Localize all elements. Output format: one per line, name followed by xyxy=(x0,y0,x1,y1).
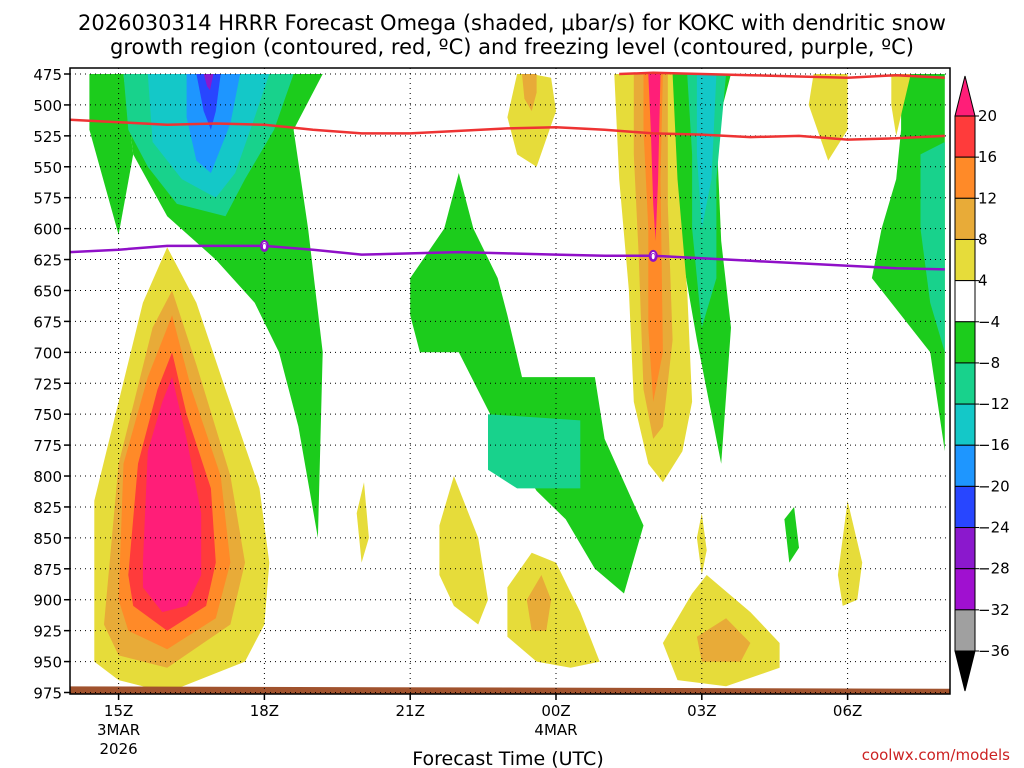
x-tick-year-15Z: 2026 xyxy=(100,740,138,758)
y-tick-label-900: 900 xyxy=(33,592,62,610)
omega-region-n20-5 xyxy=(196,74,221,130)
colorbar-label-10: −24 xyxy=(978,519,1010,537)
y-tick-label-975: 975 xyxy=(33,685,62,703)
y-tick-label-700: 700 xyxy=(33,344,62,362)
colorbar-label-1: 16 xyxy=(978,148,997,166)
y-tick-label-750: 750 xyxy=(33,406,62,424)
colorbar-segment-7 xyxy=(954,403,976,446)
x-tick-label-06Z: 06Z xyxy=(833,702,862,720)
x-tick-label-18Z: 18Z xyxy=(250,702,279,720)
x-tick-date-00Z: 4MAR xyxy=(534,721,577,739)
omega-region-p4-30 xyxy=(507,552,600,668)
omega-region-p4-32 xyxy=(439,476,488,625)
freezing-label-text-1: 0 xyxy=(650,252,656,263)
colorbar-label-2: 12 xyxy=(978,189,997,207)
colorbar-label-7: −12 xyxy=(978,395,1010,413)
omega-region-n8-8 xyxy=(488,414,581,489)
contour-lines: 00 xyxy=(70,71,945,271)
omega-region-n4-0 xyxy=(89,74,134,235)
y-axis-ticks: 475 500 525 550 575 600 625 650 675 700 725 750 775 8… xyxy=(33,66,70,703)
colorbar-label-11: −28 xyxy=(978,560,1010,578)
colorbar-segment-5 xyxy=(954,321,976,364)
omega-region-n12-11 xyxy=(696,74,717,229)
omega-region-p4-27 xyxy=(891,74,911,136)
y-tick-label-550: 550 xyxy=(33,159,62,177)
colorbar-segment-8 xyxy=(954,444,976,487)
colorbar-segment-4 xyxy=(954,280,976,323)
dendritic-growth-top-contour-line xyxy=(619,71,945,79)
chart-title-line-2: growth region (contoured, red, ºC) and f… xyxy=(110,35,914,59)
y-tick-label-850: 850 xyxy=(33,530,62,548)
colorbar-label-4: 4 xyxy=(978,272,988,290)
x-tick-label-03Z: 03Z xyxy=(687,702,716,720)
y-tick-label-600: 600 xyxy=(33,221,62,239)
colorbar-label-13: −36 xyxy=(978,642,1010,660)
x-tick-label-21Z: 21Z xyxy=(396,702,425,720)
freezing-label-marker-1 xyxy=(648,249,658,262)
y-tick-label-650: 650 xyxy=(33,282,62,300)
freezing-level-contour-line xyxy=(70,244,945,271)
freezing-label-marker-0 xyxy=(259,239,269,252)
colorbar-segment-0 xyxy=(954,115,976,158)
colorbar-segment-3 xyxy=(954,238,976,282)
colorbar-label-6: −8 xyxy=(978,354,1000,372)
x-tick-date-15Z: 3MAR xyxy=(97,721,140,739)
colorbar-segment-2 xyxy=(954,197,976,240)
y-tick-label-825: 825 xyxy=(33,499,62,517)
omega-region-n24-6 xyxy=(203,74,214,91)
omega-region-p20-19 xyxy=(142,377,202,613)
omega-region-p4-35 xyxy=(837,500,863,606)
colorbar-label-5: −4 xyxy=(978,313,1000,331)
x-axis-label: Forecast Time (UTC) xyxy=(412,748,603,768)
omega-region-p8-29 xyxy=(696,618,751,662)
dendritic-growth-contour-line xyxy=(70,118,945,141)
omega-region-p4-20 xyxy=(507,74,556,167)
colorbar-segment-1 xyxy=(954,156,976,199)
colorbar-label-12: −32 xyxy=(978,601,1010,619)
colorbar-segment-6 xyxy=(954,362,976,405)
omega-region-n4-7 xyxy=(410,173,644,594)
colorbar-top-triangle xyxy=(954,75,976,117)
credit-text: coolwx.com/models xyxy=(862,746,1010,764)
omega-region-p4-33 xyxy=(356,482,369,563)
y-tick-label-475: 475 xyxy=(33,66,62,84)
omega-region-p20-25 xyxy=(648,74,661,241)
y-tick-label-875: 875 xyxy=(33,561,62,579)
plot-frame xyxy=(69,67,951,695)
colorbar-label-8: −16 xyxy=(978,436,1010,454)
y-tick-label-525: 525 xyxy=(33,128,62,146)
omega-region-n4-14 xyxy=(784,507,799,563)
x-tick-label-00Z: 00Z xyxy=(541,702,570,720)
colorbar-label-0: 20 xyxy=(978,107,997,125)
freezing-label-text-0: 0 xyxy=(261,242,267,253)
y-tick-label-575: 575 xyxy=(33,190,62,208)
colorbar-segment-11 xyxy=(954,568,976,611)
colorbar-label-9: −20 xyxy=(978,477,1010,495)
y-tick-label-775: 775 xyxy=(33,437,62,455)
y-tick-label-800: 800 xyxy=(33,468,62,486)
colorbar-segment-10 xyxy=(954,527,976,570)
y-tick-label-725: 725 xyxy=(33,375,62,393)
y-tick-label-625: 625 xyxy=(33,252,62,270)
y-tick-label-500: 500 xyxy=(33,97,62,115)
omega-region-p8-31 xyxy=(526,575,552,631)
colorbar-label-3: 8 xyxy=(978,230,988,248)
colorbar-bottom-triangle xyxy=(954,650,976,692)
colorbar-segment-9 xyxy=(954,485,976,529)
omega-region-p4-34 xyxy=(696,513,707,575)
omega-region-p8-21 xyxy=(522,74,537,112)
y-tick-label-950: 950 xyxy=(33,654,62,672)
x-tick-label-15Z: 15Z xyxy=(104,702,133,720)
omega-region-n8-13 xyxy=(920,142,945,353)
y-tick-label-925: 925 xyxy=(33,623,62,641)
dotted-gridlines xyxy=(70,68,950,694)
y-tick-label-675: 675 xyxy=(33,313,62,331)
omega-shaded-regions xyxy=(89,74,945,693)
colorbar-segment-12 xyxy=(954,609,976,652)
chart-title-line-1: 2026030314 HRRR Forecast Omega (shaded, … xyxy=(78,11,946,35)
colorbar: 20 16 12 8 4 −4 −8 −12 −16 −20 −24 −28 −32 −36 xyxy=(954,75,1010,692)
